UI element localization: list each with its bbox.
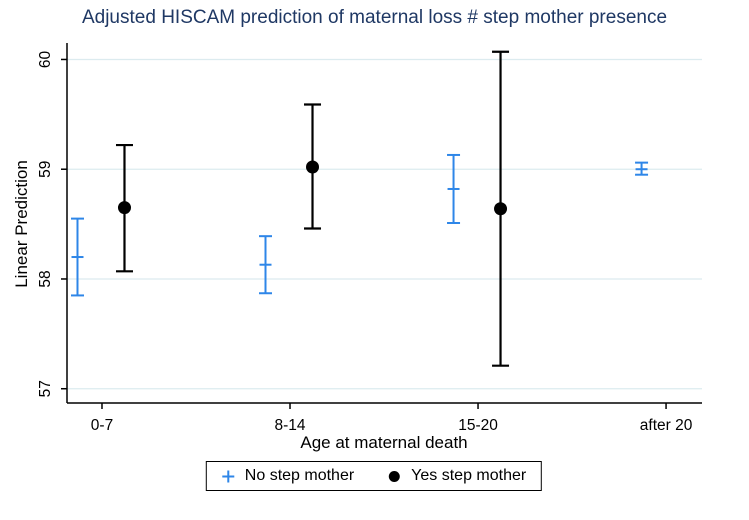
plus-marker-icon — [222, 470, 235, 482]
x-tick-label: after 20 — [640, 417, 693, 434]
y-axis-title: Linear Prediction — [12, 160, 31, 288]
x-tick-label: 0-7 — [91, 417, 113, 434]
legend-item-yes-step-mother: Yes step mother — [388, 467, 526, 485]
x-tick-label: 15-20 — [458, 417, 498, 434]
x-tick-label: 8-14 — [274, 417, 305, 434]
data-point-marker — [117, 201, 131, 215]
y-tick-label: 59 — [37, 161, 54, 178]
circle-marker-icon — [389, 470, 401, 482]
legend-label-no-step-mother: No step mother — [244, 467, 355, 484]
y-tick-label: 60 — [37, 50, 54, 68]
legend-label-yes-step-mother: Yes step mother — [411, 467, 527, 484]
data-point-marker — [494, 202, 508, 216]
chart-title: Adjusted HISCAM prediction of maternal l… — [81, 7, 668, 28]
legend: No step mother Yes step mother — [205, 461, 543, 491]
legend-item-no-step-mother: No step mother — [222, 467, 354, 485]
data-point-marker — [306, 160, 320, 174]
y-tick-label: 58 — [37, 270, 54, 287]
x-axis-title: Age at maternal death — [300, 433, 467, 452]
y-tick-label: 57 — [37, 380, 54, 397]
